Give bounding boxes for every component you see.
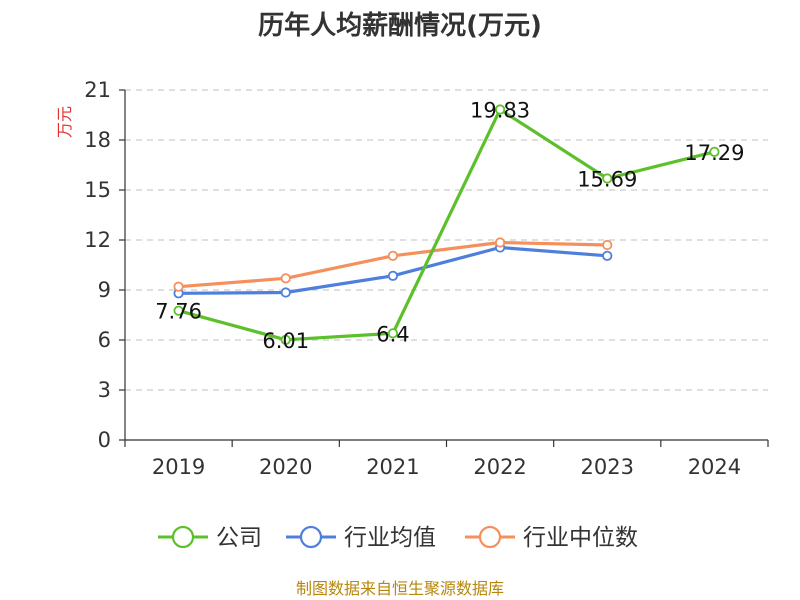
data-point[interactable] <box>387 270 399 281</box>
legend[interactable]: 公司 行业均值 行业中位数 <box>158 525 638 551</box>
legend-label: 行业中位数 <box>523 525 638 551</box>
source-footer: 制图数据来自恒生聚源数据库 <box>296 579 504 598</box>
legend-label: 行业均值 <box>344 525 436 551</box>
data-point[interactable] <box>494 104 506 115</box>
y-tick-label: 15 <box>84 178 111 202</box>
data-label: 6.01 <box>262 329 309 353</box>
axes <box>119 89 769 447</box>
y-tick-label: 12 <box>84 228 111 252</box>
y-axis-label: 万元 <box>55 106 74 138</box>
x-tick-labels: 2019 2020 2021 2022 2023 2024 <box>152 455 741 479</box>
data-label: 19.83 <box>470 99 530 123</box>
x-tick-label: 2022 <box>473 455 526 479</box>
y-tick-label: 18 <box>84 128 111 152</box>
legend-item[interactable]: 公司 <box>158 525 262 551</box>
data-point[interactable] <box>173 305 184 316</box>
grid-lines <box>125 89 768 391</box>
legend-label: 公司 <box>216 525 262 551</box>
data-point[interactable] <box>280 273 291 284</box>
chart-title: 历年人均薪酬情况(万元) <box>258 10 542 41</box>
data-point[interactable] <box>602 173 613 184</box>
series-lines <box>173 104 720 345</box>
y-tick-label: 6 <box>98 328 111 352</box>
legend-marker <box>478 525 502 549</box>
legend-item[interactable]: 行业中位数 <box>465 525 638 551</box>
data-point[interactable] <box>280 287 291 298</box>
data-point[interactable] <box>387 250 399 261</box>
x-tick-label: 2021 <box>366 455 419 479</box>
series-line <box>178 107 715 342</box>
y-tick-label: 3 <box>98 378 111 402</box>
series-2 <box>173 237 613 292</box>
legend-marker <box>171 525 195 549</box>
y-tick-labels: 0 3 6 9 12 15 18 21 <box>84 78 111 452</box>
y-tick-label: 21 <box>84 78 111 102</box>
legend-item[interactable]: 行业均值 <box>286 525 436 551</box>
data-labels: 7.76 6.01 6.4 19.83 15.69 17.29 <box>155 99 744 353</box>
data-point[interactable] <box>173 281 184 292</box>
data-label: 7.76 <box>155 300 202 324</box>
y-tick-label: 0 <box>98 428 111 452</box>
data-label: 15.69 <box>577 168 637 192</box>
y-tick-label: 9 <box>98 278 111 302</box>
data-label: 17.29 <box>684 141 744 165</box>
data-point[interactable] <box>709 146 720 157</box>
legend-marker <box>299 525 323 549</box>
data-point[interactable] <box>602 250 613 261</box>
data-point[interactable] <box>602 239 613 251</box>
x-tick-label: 2019 <box>152 455 205 479</box>
series-0 <box>173 104 720 345</box>
data-point[interactable] <box>280 334 291 345</box>
x-tick-label: 2020 <box>259 455 312 479</box>
x-tick-label: 2024 <box>688 455 741 479</box>
data-label: 6.4 <box>376 322 409 346</box>
data-point[interactable] <box>494 237 506 248</box>
x-tick-label: 2023 <box>581 455 634 479</box>
data-point[interactable] <box>387 328 399 339</box>
